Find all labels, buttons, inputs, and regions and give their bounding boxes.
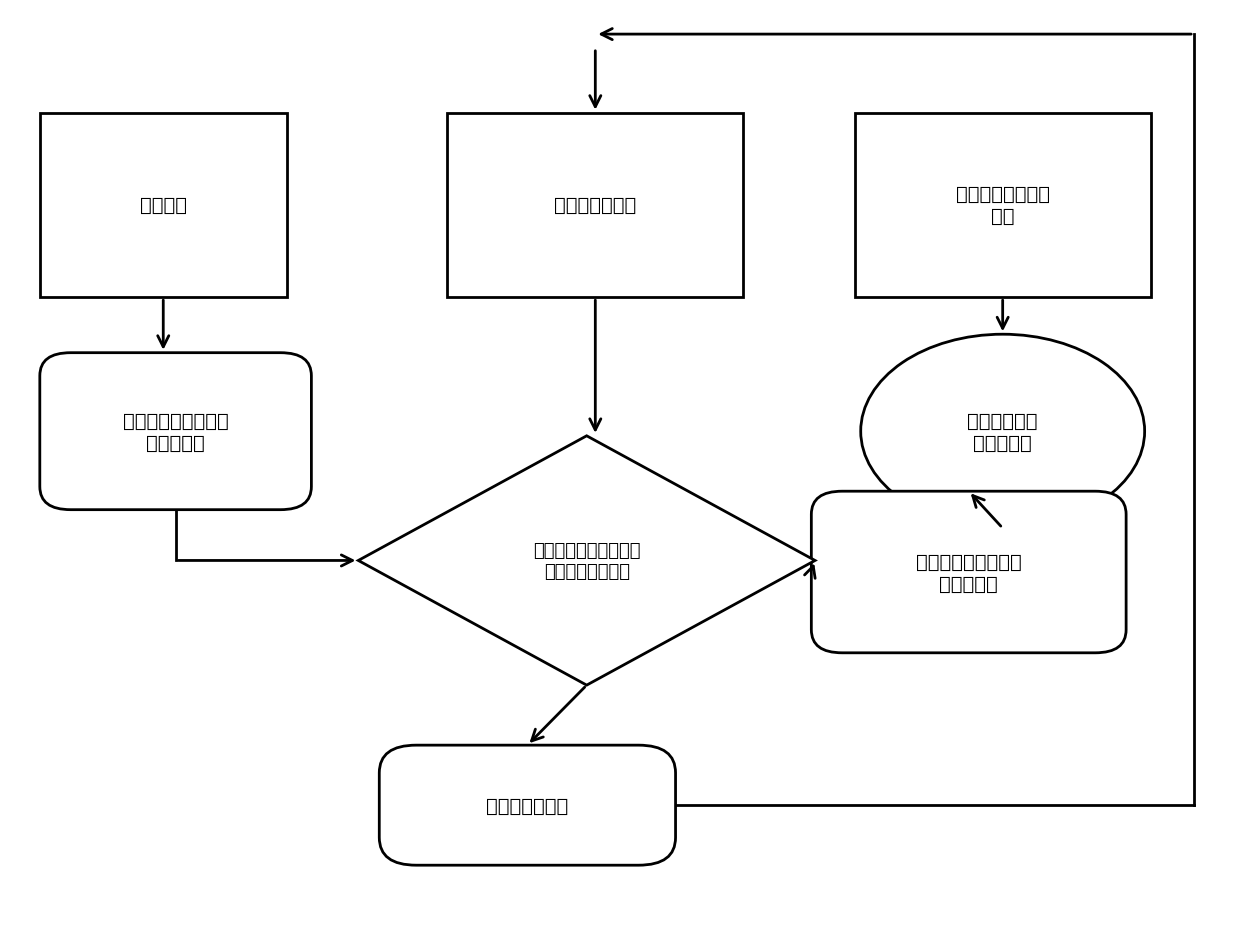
- Polygon shape: [358, 436, 815, 686]
- Text: 参考轨迹: 参考轨迹: [140, 196, 187, 215]
- FancyBboxPatch shape: [379, 745, 676, 865]
- FancyBboxPatch shape: [40, 113, 286, 298]
- Text: 参考轨迹曲线离散，
得到离散点: 参考轨迹曲线离散， 得到离散点: [123, 411, 228, 452]
- FancyBboxPatch shape: [811, 492, 1126, 653]
- Text: 求解数据存入矩阵，
得到控制表: 求解数据存入矩阵， 得到控制表: [916, 552, 1022, 593]
- Text: 欧式距离最短为判断依
据，选择最优控制: 欧式距离最短为判断依 据，选择最优控制: [533, 541, 640, 580]
- FancyBboxPatch shape: [448, 113, 744, 298]
- Text: 机器人当前位置: 机器人当前位置: [554, 196, 636, 215]
- Text: 机器人新的位置: 机器人新的位置: [486, 796, 569, 815]
- FancyBboxPatch shape: [854, 113, 1151, 298]
- Ellipse shape: [861, 335, 1145, 529]
- FancyBboxPatch shape: [40, 354, 311, 510]
- Text: 输入变量：速度和
角度: 输入变量：速度和 角度: [956, 186, 1050, 226]
- Text: 欧拉格式求解
运动学模型: 欧拉格式求解 运动学模型: [967, 411, 1038, 452]
